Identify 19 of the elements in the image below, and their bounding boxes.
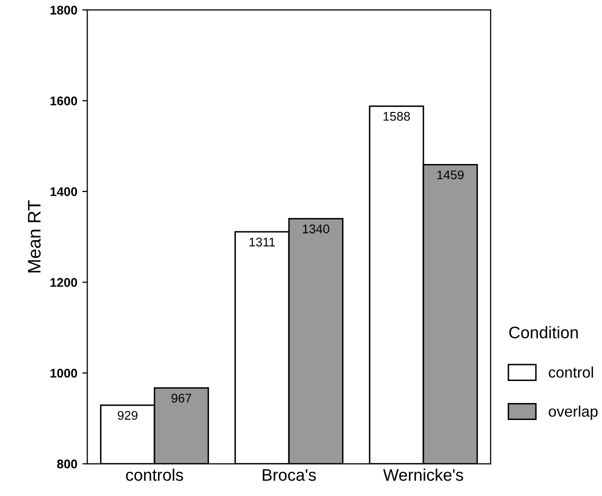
data-label: 1311 xyxy=(250,238,275,246)
y-tick-label: 800 xyxy=(57,460,78,468)
x-tick-label: controls xyxy=(126,468,184,481)
data-label: 929 xyxy=(118,410,138,420)
y-tick-label: 1600 xyxy=(50,96,78,106)
x-tick-label: Wernicke's xyxy=(383,468,464,481)
y-tick-label: 1800 xyxy=(50,6,78,15)
x-tick-label: Broca's xyxy=(262,469,316,481)
legend-title: Condition xyxy=(509,326,578,338)
legend-label: control xyxy=(548,366,593,378)
y-tick-label: 1000 xyxy=(50,368,78,378)
data-label: 1340 xyxy=(302,224,330,234)
y-tick-label: 1400 xyxy=(50,187,78,196)
data-label: 1459 xyxy=(437,170,464,180)
legend-label: overlap xyxy=(548,406,598,420)
y-tick-label: 1200 xyxy=(50,278,78,287)
data-label: 1588 xyxy=(384,112,410,121)
y-axis-title: Mean RT xyxy=(28,200,41,272)
data-label: 967 xyxy=(172,394,192,403)
